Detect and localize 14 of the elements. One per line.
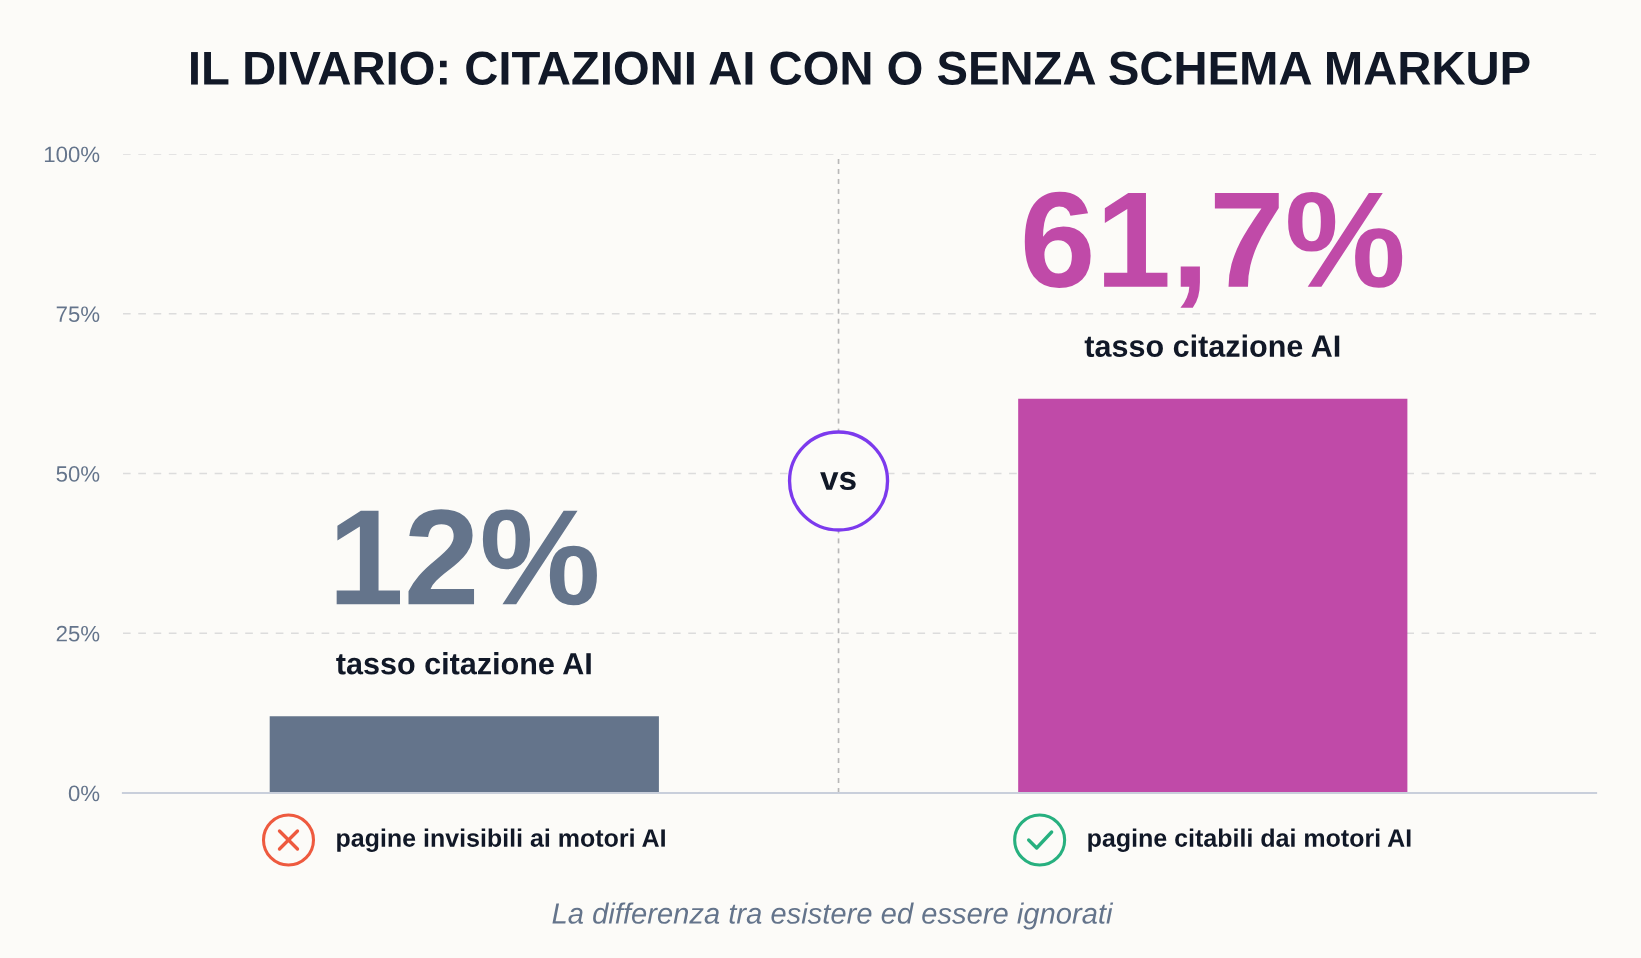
x-tick-label: pagine citabili dai motori AI (1088, 828, 1411, 852)
text: La differenza tra esistere ed essere ignorati (552, 902, 1114, 930)
annotation: tasso citazione AI (1084, 334, 1340, 357)
data-label: 12% (336, 509, 597, 606)
y-tick-label: 100% (44, 146, 100, 163)
y-tick-label: 0% (68, 785, 100, 802)
y-tick-label: 75% (56, 306, 100, 323)
x-tick-label: pagine invisibili ai motori AI (337, 828, 665, 852)
chart-title: IL DIVARIO: CITAZIONI AI CON O SENZA SCHEMA MARKUP (191, 51, 1530, 86)
y-tick-label: 50% (56, 466, 100, 482)
annotation: tasso citazione AI (336, 652, 591, 675)
data-label: 61,7% (1024, 191, 1403, 308)
annotation: vs (820, 471, 856, 491)
y-tick-label: 25% (56, 625, 100, 642)
